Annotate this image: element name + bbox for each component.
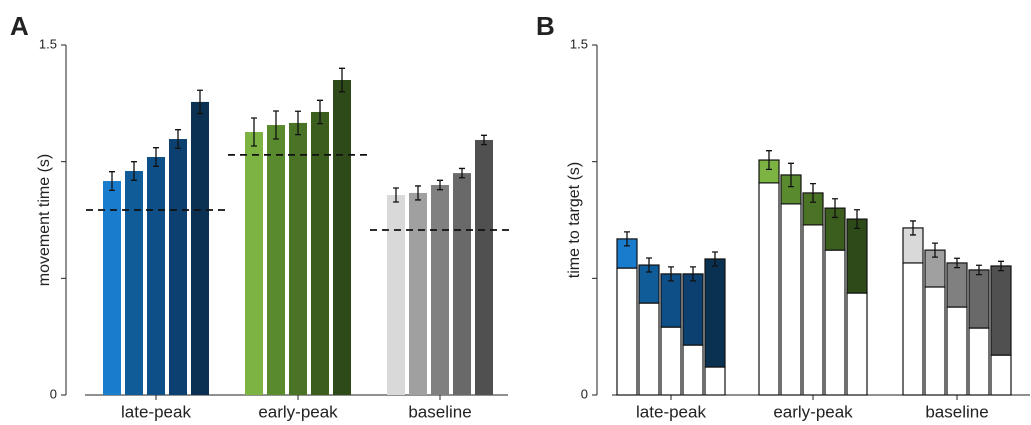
bar [125,171,143,395]
bar [311,111,329,395]
error-bar [131,161,137,181]
bar [475,139,493,395]
panel-label: A [10,11,29,41]
bar-bottom [638,302,660,396]
error-bar [153,147,159,167]
error-bar [788,162,794,188]
bar [191,101,209,395]
error-bar [668,266,674,282]
y-tick-label: 0 [581,386,588,401]
bar [387,195,405,395]
bar-bottom [902,262,924,396]
bar [289,122,307,395]
error-bar [339,67,345,93]
error-bar [932,242,938,258]
bar-bottom [924,286,946,396]
bar [431,185,449,395]
x-tick-label: early-peak [258,402,338,421]
bar-top [660,273,682,328]
error-bar [976,264,982,276]
bar-top [682,273,704,346]
bar [333,80,351,395]
error-bar [712,251,718,267]
x-tick-label: late-peak [636,402,706,421]
bar [245,132,263,396]
panel-label: B [536,11,555,41]
y-tick-label: 1.5 [39,36,57,51]
error-bar [481,134,487,146]
error-bar [810,182,816,203]
bar [103,181,121,395]
y-axis-label: time to target (s) [566,162,583,278]
error-bar [766,150,772,171]
error-bar [437,179,443,191]
bar-bottom [660,326,682,396]
bar-bottom [682,344,704,396]
error-bar [295,110,301,136]
bar-top [968,269,990,329]
x-tick-label: early-peak [773,402,853,421]
error-bar [832,198,838,219]
y-axis-label: movement time (s) [36,154,53,286]
error-bar [624,231,630,247]
y-tick-label: 1.5 [570,36,588,51]
bar [147,157,165,395]
bar-bottom [704,366,726,396]
x-tick-label: baseline [408,402,471,421]
error-bar [393,187,399,203]
error-bar [197,89,203,115]
bar-bottom [968,327,990,396]
error-bar [646,257,652,273]
y-tick-label: 0 [50,386,57,401]
bar [453,173,471,395]
error-bar [251,117,257,147]
bar-top [846,218,868,294]
bar-bottom [846,292,868,396]
error-bar [854,209,860,230]
error-bar [273,110,279,140]
bar-bottom [824,249,846,396]
x-tick-label: baseline [925,402,988,421]
error-bar [175,129,181,150]
error-bar [459,167,465,179]
error-bar [317,99,323,125]
bar-bottom [780,203,802,396]
bar-top [946,262,968,308]
bar [169,139,187,395]
bar-top [704,258,726,368]
bar [409,192,427,395]
bar-bottom [758,182,780,396]
error-bar [690,266,696,282]
error-bar [998,260,1004,272]
error-bar [415,185,421,201]
bar-bottom [616,267,638,396]
x-tick-label: late-peak [121,402,191,421]
bar-bottom [802,224,824,396]
error-bar [954,257,960,269]
bar-top [990,265,1012,356]
error-bar [109,171,115,192]
error-bar [910,220,916,236]
bar [267,125,285,396]
bar-bottom [990,354,1012,396]
bar-bottom [946,306,968,396]
